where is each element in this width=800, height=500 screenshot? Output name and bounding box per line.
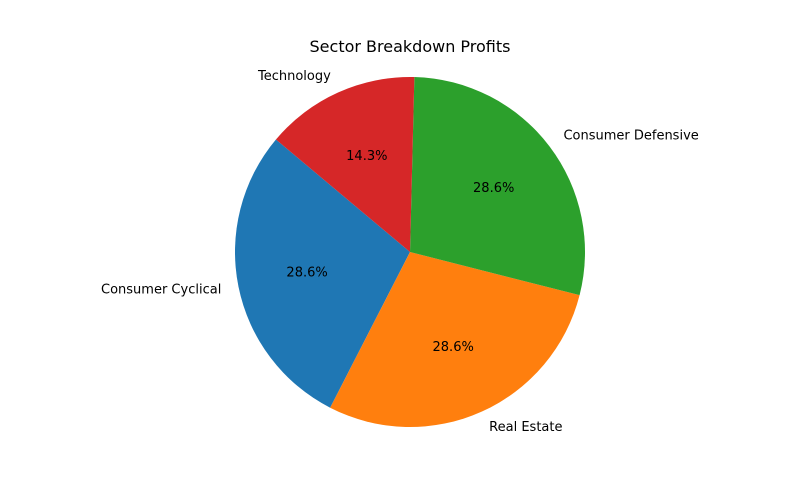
slice-label-consumer-defensive: Consumer Defensive [563, 128, 698, 143]
slice-percent-consumer-defensive: 28.6% [473, 181, 514, 196]
slice-percent-real-estate: 28.6% [433, 340, 474, 355]
slice-label-consumer-cyclical: Consumer Cyclical [101, 283, 221, 298]
slice-percent-consumer-cyclical: 28.6% [286, 265, 327, 280]
pie-slices [235, 77, 585, 427]
pie-labels: Consumer Cyclical 28.6% Real Estate 28.6% Co… [101, 69, 699, 435]
slice-label-real-estate: Real Estate [489, 420, 562, 435]
pie-slice-real-estate [330, 252, 580, 427]
slice-label-technology: Technology [257, 69, 331, 84]
chart-title: Sector Breakdown Profits [310, 37, 511, 56]
pie-slice-consumer-defensive [410, 77, 585, 296]
pie-slice-consumer-cyclical [235, 139, 410, 408]
slice-percent-technology: 14.3% [346, 149, 387, 164]
pie-slice-technology [275, 77, 415, 252]
